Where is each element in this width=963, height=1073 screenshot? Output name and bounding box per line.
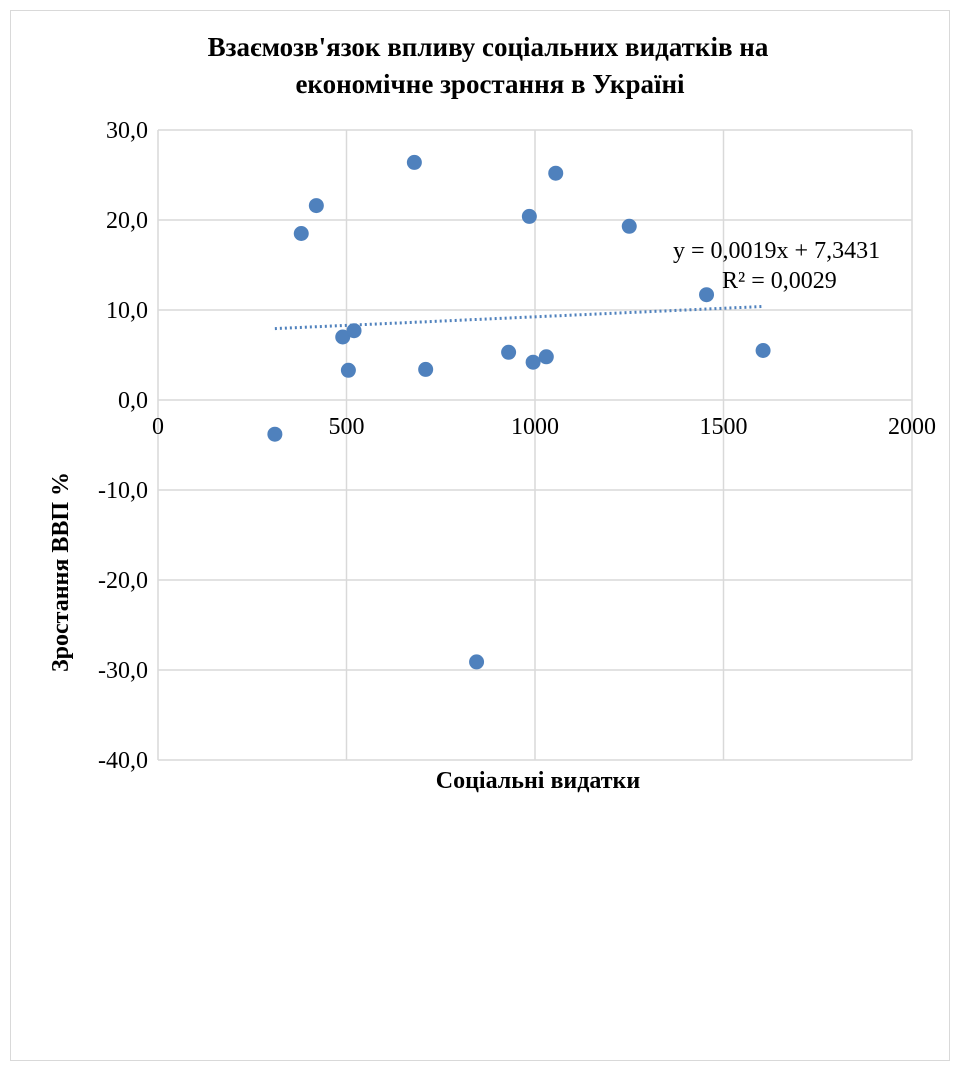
y-tick-label: -30,0 — [98, 658, 148, 684]
y-tick-label: 30,0 — [106, 118, 148, 144]
grid-lines — [157, 129, 913, 761]
data-point — [406, 154, 422, 170]
data-point — [755, 343, 771, 358]
data-point — [340, 362, 356, 378]
trendline-r-squared: R² = 0,0029 — [722, 268, 837, 294]
y-tick-label: -20,0 — [98, 568, 148, 594]
x-tick-label: 0 — [152, 414, 164, 440]
y-tick-label: 0,0 — [118, 388, 148, 414]
data-point — [525, 354, 541, 370]
x-tick-label: 500 — [329, 414, 365, 440]
data-point — [469, 654, 485, 670]
data-point — [538, 349, 554, 365]
x-tick-label: 1500 — [700, 414, 748, 440]
x-axis-title: Соціальні видатки — [436, 768, 641, 794]
trendline-equation: y = 0,0019x + 7,3431 — [673, 238, 880, 264]
data-point — [418, 361, 434, 377]
data-point — [621, 218, 637, 234]
y-tick-label: 20,0 — [106, 208, 148, 234]
y-axis-ticks: 30,0 20,0 10,0 0,0 -10,0 -20,0 -30,0 -40,0 — [98, 118, 148, 774]
x-axis-ticks: 0 500 1000 1500 2000 — [152, 414, 936, 440]
y-axis-title: Зростання ВВП % — [48, 472, 74, 672]
data-point — [501, 344, 517, 360]
data-point — [308, 198, 324, 214]
data-point — [335, 329, 351, 345]
x-tick-label: 1000 — [511, 414, 559, 440]
chart-title-line-1: Взаємозв'язок впливу соціальних видатків… — [208, 32, 769, 62]
data-point — [267, 426, 283, 442]
x-tick-label: 2000 — [888, 414, 936, 440]
y-tick-label: -10,0 — [98, 478, 148, 504]
data-points — [267, 154, 771, 670]
data-point — [346, 323, 362, 339]
data-point — [293, 226, 309, 241]
chart-frame — [10, 10, 950, 1061]
y-tick-label: -40,0 — [98, 748, 148, 774]
y-tick-label: 10,0 — [106, 298, 148, 324]
data-point — [548, 165, 564, 181]
data-point — [521, 208, 537, 224]
chart-title-line-2: економічне зростання в Україні — [295, 69, 685, 99]
data-point — [699, 287, 715, 303]
